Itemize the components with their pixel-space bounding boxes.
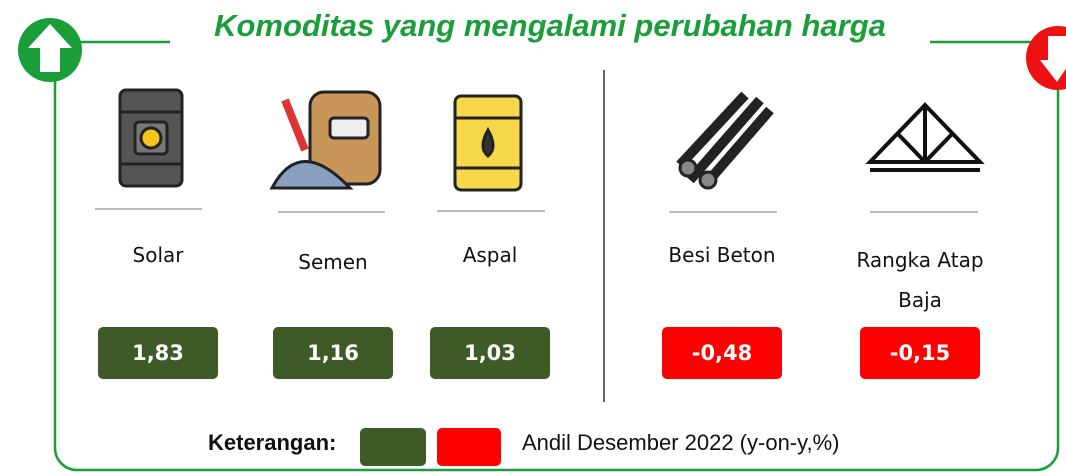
cement-icon <box>269 90 382 190</box>
item-value: -0,15 <box>860 327 980 379</box>
item-value: 1,83 <box>98 327 218 379</box>
legend-text: Andil Desember 2022 (y-on-y,%) <box>522 430 840 455</box>
separators <box>95 208 978 213</box>
up-icon <box>18 18 82 82</box>
item-value: 1,16 <box>273 327 393 379</box>
legend-label: Keterangan: <box>208 430 337 455</box>
item-name: Semen <box>298 250 368 274</box>
item-name: Aspal <box>462 243 518 267</box>
asphalt-icon <box>453 94 523 192</box>
down-icon <box>1026 26 1066 90</box>
rebar-icon <box>676 91 774 190</box>
legend-swatch-decrease <box>437 428 501 466</box>
item-value: 1,03 <box>430 327 550 379</box>
item-value: -0,48 <box>662 327 782 379</box>
item-name: Besi Beton <box>668 243 776 267</box>
item-name: Rangka Atap Baja <box>856 248 984 312</box>
item-name: Solar <box>132 243 184 267</box>
barrel-icon <box>118 88 184 188</box>
legend-swatch-increase <box>360 428 426 466</box>
title: Komoditas yang mengalami perubahan harga <box>170 8 930 44</box>
truss-icon <box>865 102 985 172</box>
